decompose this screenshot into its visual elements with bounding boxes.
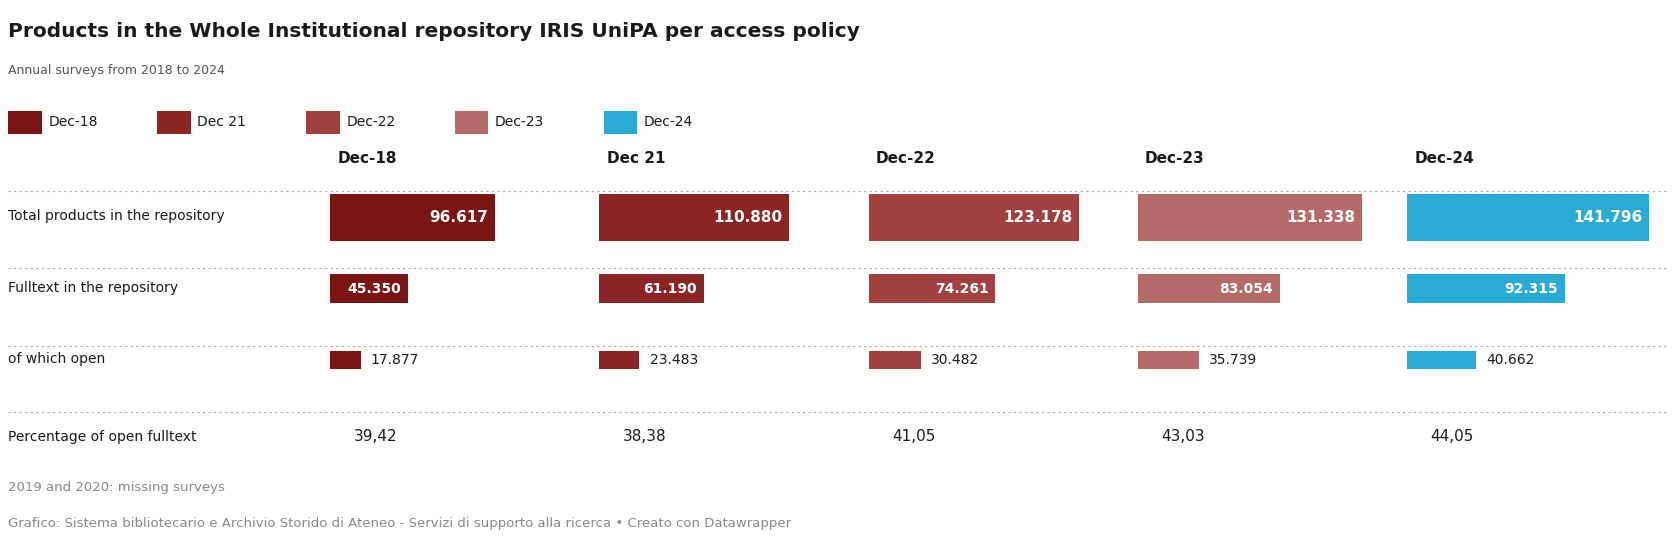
Text: Dec-18: Dec-18: [49, 115, 99, 129]
Text: 45.350: 45.350: [347, 281, 401, 296]
Text: 141.796: 141.796: [1574, 210, 1642, 225]
Bar: [307, 111, 340, 134]
Bar: [600, 351, 640, 369]
Text: Dec-23: Dec-23: [1145, 151, 1205, 166]
Bar: [600, 274, 704, 303]
Bar: [8, 111, 42, 134]
Text: 38,38: 38,38: [623, 429, 667, 445]
Text: Products in the Whole Institutional repository IRIS UniPA per access policy: Products in the Whole Institutional repo…: [8, 22, 860, 41]
Text: 92.315: 92.315: [1503, 281, 1559, 296]
Text: 83.054: 83.054: [1218, 281, 1272, 296]
Bar: [158, 111, 191, 134]
Bar: [868, 194, 1079, 241]
Text: Fulltext in the repository: Fulltext in the repository: [8, 280, 179, 295]
Text: Dec 21: Dec 21: [198, 115, 246, 129]
Bar: [1138, 274, 1279, 303]
Bar: [1138, 194, 1363, 241]
Text: Percentage of open fulltext: Percentage of open fulltext: [8, 430, 196, 444]
Text: Dec-18: Dec-18: [337, 151, 397, 166]
Text: Dec-23: Dec-23: [494, 115, 545, 129]
Bar: [330, 351, 360, 369]
Bar: [1406, 351, 1477, 369]
Text: Dec-22: Dec-22: [877, 151, 935, 166]
Bar: [868, 274, 996, 303]
Text: 17.877: 17.877: [370, 353, 419, 367]
Text: Dec 21: Dec 21: [607, 151, 665, 166]
Text: 35.739: 35.739: [1208, 353, 1257, 367]
Bar: [868, 351, 920, 369]
Text: 23.483: 23.483: [650, 353, 697, 367]
Text: 44,05: 44,05: [1430, 429, 1473, 445]
Text: Total products in the repository: Total products in the repository: [8, 208, 225, 223]
Bar: [600, 194, 789, 241]
Text: 123.178: 123.178: [1002, 210, 1073, 225]
Text: Dec-24: Dec-24: [644, 115, 694, 129]
Text: Dec-24: Dec-24: [1415, 151, 1473, 166]
Text: of which open: of which open: [8, 352, 106, 367]
Text: 74.261: 74.261: [935, 281, 989, 296]
Text: 39,42: 39,42: [354, 429, 397, 445]
Bar: [1406, 194, 1649, 241]
Text: Grafico: Sistema bibliotecario e Archivio Storido di Ateneo - Servizi di support: Grafico: Sistema bibliotecario e Archivi…: [8, 517, 791, 530]
Text: 110.880: 110.880: [712, 210, 783, 225]
Bar: [330, 274, 407, 303]
Bar: [454, 111, 488, 134]
Bar: [603, 111, 637, 134]
Bar: [330, 194, 494, 241]
Bar: [1138, 351, 1198, 369]
Text: 40.662: 40.662: [1487, 353, 1535, 367]
Text: 61.190: 61.190: [644, 281, 697, 296]
Text: 2019 and 2020: missing surveys: 2019 and 2020: missing surveys: [8, 481, 225, 494]
Bar: [1406, 274, 1565, 303]
Text: Dec-22: Dec-22: [347, 115, 396, 129]
Text: Annual surveys from 2018 to 2024: Annual surveys from 2018 to 2024: [8, 64, 225, 77]
Text: 96.617: 96.617: [429, 210, 488, 225]
Text: 131.338: 131.338: [1285, 210, 1356, 225]
Text: 30.482: 30.482: [930, 353, 979, 367]
Text: 43,03: 43,03: [1161, 429, 1205, 445]
Text: 41,05: 41,05: [892, 429, 935, 445]
